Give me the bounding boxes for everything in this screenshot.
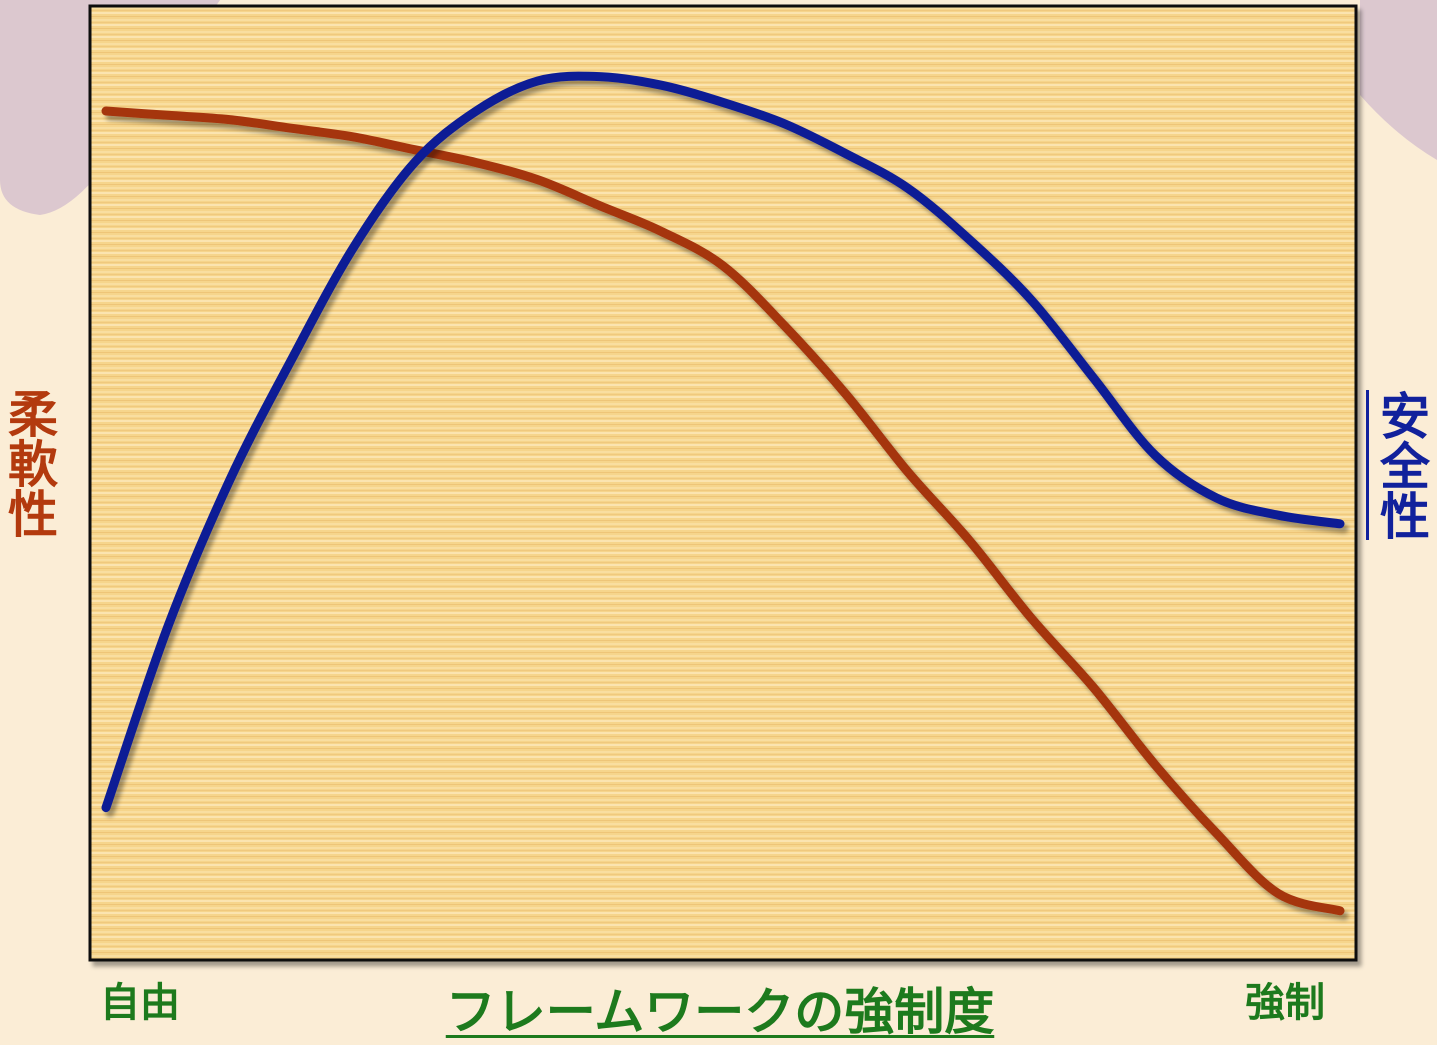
safety-series-line [101, 71, 1345, 813]
series-layer [101, 71, 1345, 916]
plot-area [88, 4, 1358, 962]
background-shape [1360, 0, 1437, 160]
flexibility-series-line [101, 106, 1345, 916]
x-tick-label-start: 自由 [100, 980, 180, 1026]
right-axis-label: 安全性 [1372, 390, 1430, 540]
x-tick-label-end: 強制 [1245, 980, 1325, 1026]
x-axis-label: フレームワークの強制度 [445, 983, 995, 1041]
left-axis-label: 柔軟性 [0, 388, 58, 538]
